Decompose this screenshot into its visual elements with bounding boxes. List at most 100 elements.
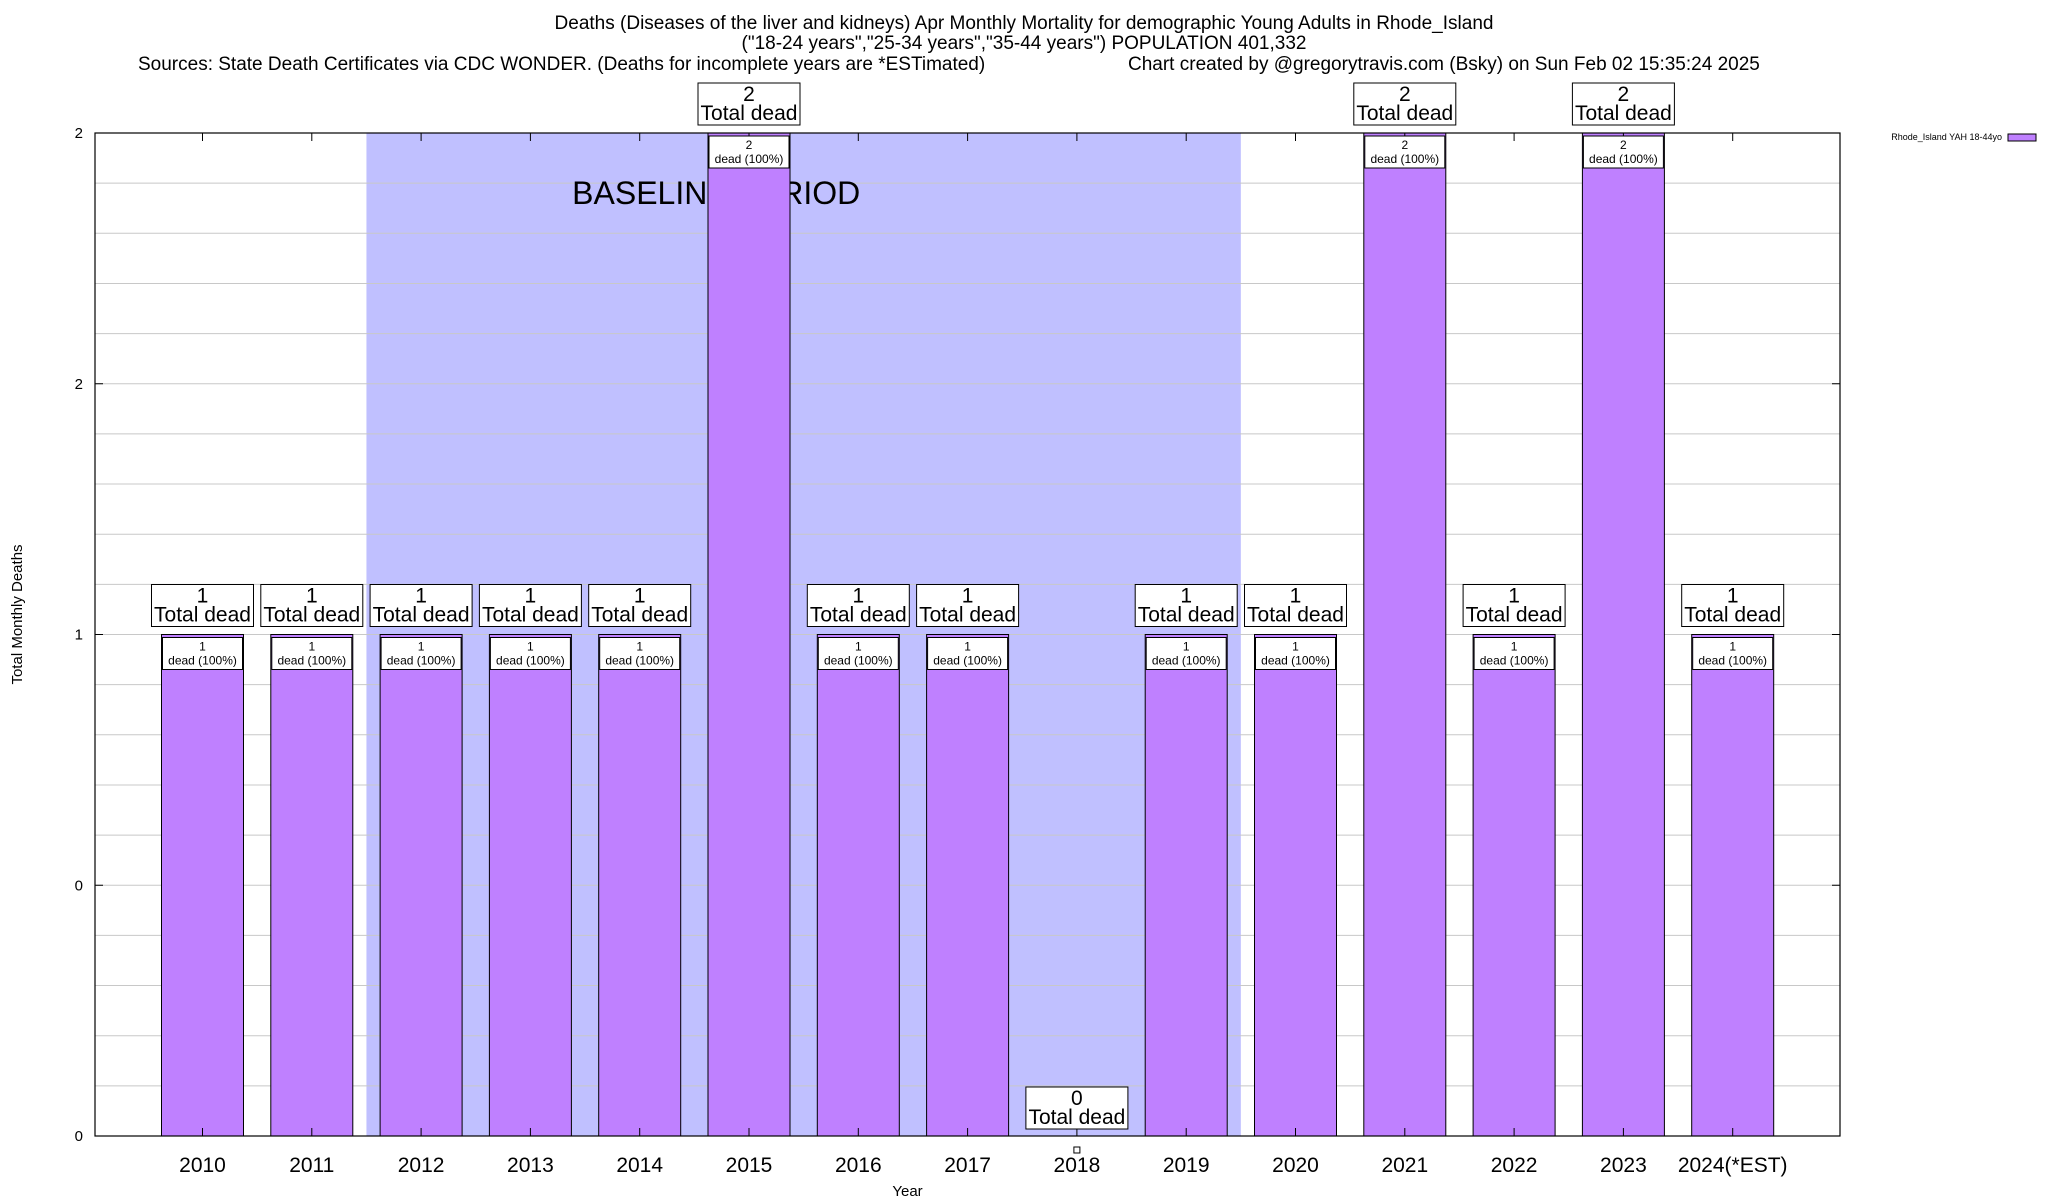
x-axis-label: Year	[892, 1183, 922, 1200]
bar-data-label-box	[380, 637, 462, 670]
chart-title-line-1: Deaths (Diseases of the liver and kidney…	[554, 13, 1494, 34]
bar	[816, 634, 900, 1137]
bar	[598, 634, 682, 1137]
plot-border	[94, 132, 1841, 1137]
bar	[926, 634, 1010, 1137]
total-label-box	[1681, 584, 1785, 627]
bar-data-label-box	[927, 637, 1009, 670]
total-label-box	[1025, 1086, 1129, 1130]
x-tick-label: 2017	[944, 1154, 991, 1177]
bar	[707, 132, 791, 1137]
x-tick-label: 2012	[398, 1154, 445, 1177]
bar	[161, 634, 244, 1137]
total-label-text: Total dead	[1138, 604, 1235, 627]
x-tick-label: 2024(*EST)	[1678, 1154, 1788, 1177]
x-tick-label: 2021	[1381, 1154, 1428, 1177]
bar-data-label-count: 1	[636, 640, 643, 654]
bar-data-label-count: 1	[964, 640, 971, 654]
total-label-count: 1	[1508, 585, 1520, 608]
total-label-text: Total dead	[919, 604, 1016, 627]
total-label-count: 2	[1618, 83, 1630, 106]
total-label-count: 1	[415, 585, 427, 608]
bar-data-label-count: 1	[1292, 640, 1299, 654]
bar-data-label-box	[817, 637, 899, 670]
chart-title-line-2: ("18-24 years","25-34 years","35-44 year…	[741, 33, 1307, 54]
bar-data-label-box	[1473, 637, 1555, 670]
bar	[1472, 634, 1556, 1137]
total-label-text: Total dead	[1247, 604, 1344, 627]
total-label-box	[916, 584, 1020, 627]
legend-label: Rhode_Island YAH 18-44yo	[1891, 132, 2002, 142]
total-label-count: 0	[1071, 1087, 1083, 1110]
bar-data-label-count: 1	[527, 640, 534, 654]
bar-data-label-box	[708, 135, 790, 169]
total-label-box	[1462, 584, 1566, 627]
total-label-text: Total dead	[1575, 102, 1672, 125]
bar	[1691, 634, 1775, 1137]
chart-source-text: Sources: State Death Certificates via CD…	[138, 54, 986, 75]
total-label-text: Total dead	[1028, 1106, 1125, 1129]
bar	[1144, 634, 1228, 1137]
total-label-text: Total dead	[373, 604, 470, 627]
total-label-text: Total dead	[1356, 102, 1453, 125]
bar-data-label-count: 2	[1620, 138, 1627, 152]
bar-data-label-count: 1	[1729, 640, 1736, 654]
bar-data-label-text: dead (100%)	[1480, 654, 1549, 668]
x-tick-label: 2019	[1163, 1154, 1210, 1177]
total-label-count: 2	[1399, 83, 1411, 106]
total-label-box	[151, 584, 254, 627]
total-label-text: Total dead	[154, 604, 251, 627]
bar-data-label-box	[271, 637, 353, 670]
x-tick-label: 2015	[726, 1154, 773, 1177]
x-tick-label: 2010	[179, 1154, 226, 1177]
bar-data-label-text: dead (100%)	[1261, 654, 1330, 668]
x-tick-label: 2016	[835, 1154, 882, 1177]
total-label-count: 1	[852, 585, 864, 608]
x-tick-label: 2011	[289, 1154, 334, 1177]
y-tick-label: 2	[75, 376, 83, 393]
bar-data-label-text: dead (100%)	[277, 654, 346, 668]
total-label-box	[369, 584, 473, 627]
x-tick-label: 2022	[1491, 1154, 1538, 1177]
chart-credit-text: Chart created by @gregorytravis.com (Bsk…	[1128, 54, 1760, 75]
bar-data-label-text: dead (100%)	[605, 654, 674, 668]
bar	[379, 634, 463, 1137]
bar-data-label-count: 1	[1183, 640, 1190, 654]
bar-data-label-count: 1	[308, 640, 315, 654]
bar	[1581, 132, 1665, 1137]
bar-data-label-box	[489, 637, 571, 670]
bar-data-label-box	[162, 637, 243, 670]
total-label-text: Total dead	[482, 604, 579, 627]
bar	[1254, 634, 1337, 1137]
bar-data-label-text: dead (100%)	[933, 654, 1002, 668]
total-label-box	[478, 584, 582, 627]
bar	[270, 634, 354, 1137]
total-label-box	[588, 584, 692, 627]
bar-data-label-text: dead (100%)	[1698, 654, 1767, 668]
total-label-count: 2	[743, 83, 755, 106]
total-label-count: 1	[634, 585, 646, 608]
total-label-box	[1244, 584, 1347, 627]
total-label-text: Total dead	[263, 604, 360, 627]
x-tick-label: 2014	[616, 1154, 663, 1177]
bar-data-label-text: dead (100%)	[824, 654, 893, 668]
total-label-count: 1	[197, 585, 209, 608]
bar-data-label-text: dead (100%)	[1152, 654, 1221, 668]
bar-data-label-box	[1364, 135, 1446, 169]
total-label-box	[806, 584, 910, 627]
total-label-count: 1	[962, 585, 974, 608]
bar-data-label-box	[1255, 637, 1336, 670]
bar-data-label-count: 2	[746, 138, 753, 152]
total-label-box	[260, 584, 364, 627]
y-tick-label: 2	[75, 125, 83, 142]
total-label-count: 1	[1180, 585, 1192, 608]
bar-data-label-count: 1	[199, 640, 206, 654]
total-label-count: 1	[525, 585, 537, 608]
bar-data-label-text: dead (100%)	[168, 654, 237, 668]
bar-data-label-text: dead (100%)	[496, 654, 565, 668]
total-label-text: Total dead	[810, 604, 907, 627]
bar-data-label-count: 1	[418, 640, 425, 654]
bar-data-label-box	[1145, 637, 1227, 670]
bar	[1363, 132, 1447, 1137]
